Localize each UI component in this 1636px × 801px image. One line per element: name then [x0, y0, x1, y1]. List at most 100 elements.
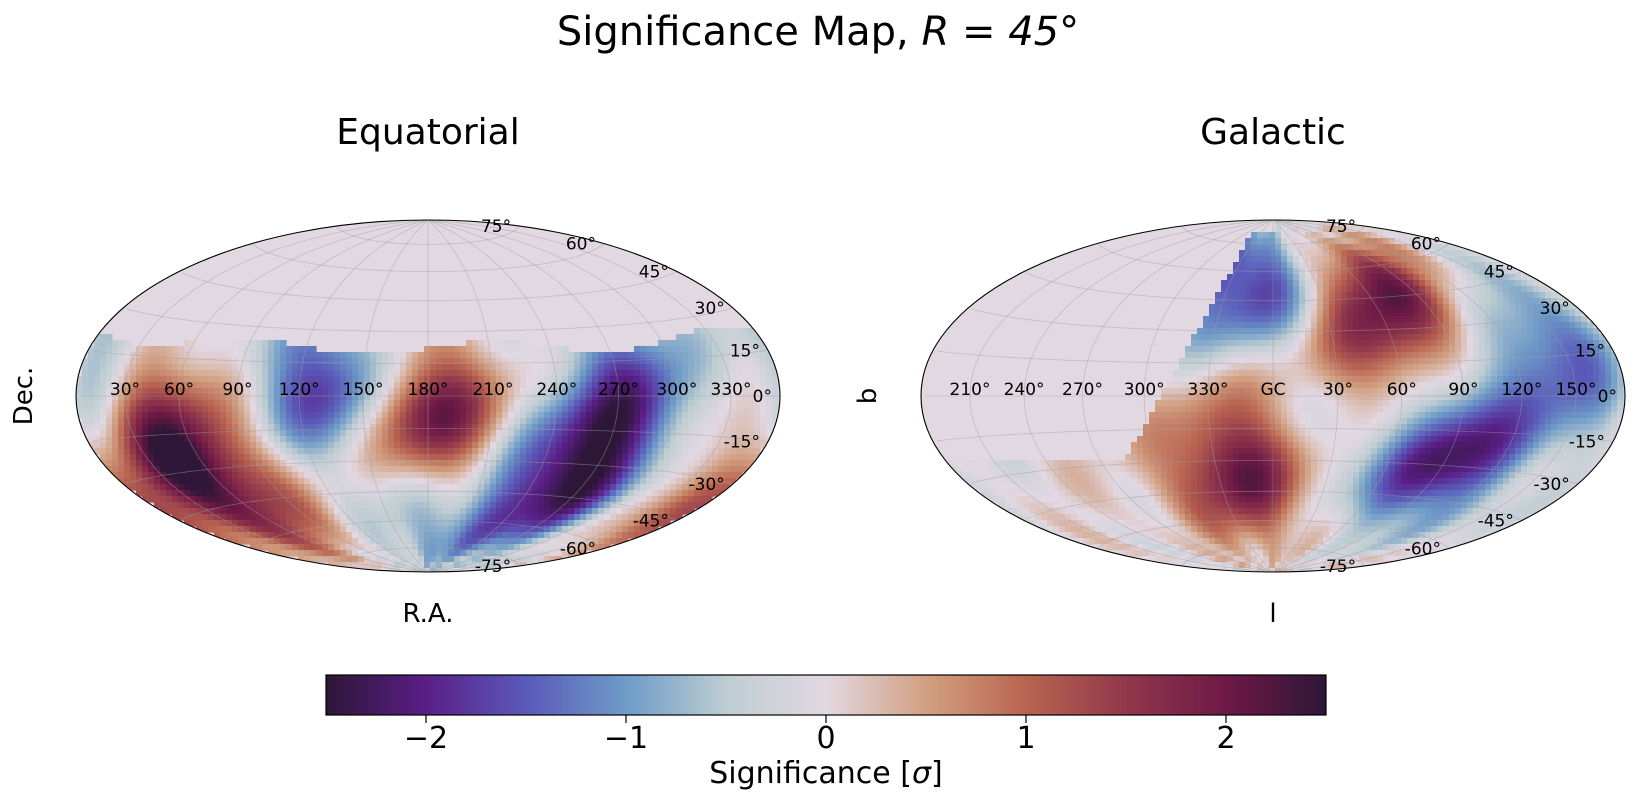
- heat-cell: [262, 400, 269, 407]
- heat-cell: [1533, 316, 1540, 323]
- heat-cell: [616, 352, 623, 359]
- heat-cell: [226, 454, 233, 461]
- heat-cell: [118, 358, 125, 365]
- heat-cell: [1581, 328, 1588, 335]
- heat-cell: [226, 412, 233, 419]
- heat-cell: [580, 490, 587, 497]
- heat-cell: [484, 346, 491, 353]
- heat-cell: [118, 400, 125, 407]
- heat-cell: [232, 406, 239, 413]
- heat-cell: [556, 466, 563, 473]
- heat-cell: [1455, 244, 1462, 251]
- heat-cell: [718, 400, 725, 407]
- heat-cell: [202, 454, 209, 461]
- heat-cell: [346, 430, 353, 437]
- heat-cell: [496, 382, 503, 389]
- heat-cell: [568, 418, 575, 425]
- heat-cell: [736, 352, 743, 359]
- heat-cell: [574, 400, 581, 407]
- heat-cell: [250, 460, 257, 467]
- heat-cell: [208, 478, 215, 485]
- heat-cell: [424, 508, 431, 515]
- heat-cell: [136, 424, 143, 431]
- heat-cell: [538, 364, 545, 371]
- heat-cell: [760, 388, 767, 395]
- heat-cell: [526, 430, 533, 437]
- heat-cell: [406, 532, 413, 539]
- heat-cell: [1395, 292, 1402, 299]
- heat-cell: [172, 484, 179, 491]
- heat-cell: [1209, 322, 1216, 329]
- heat-cell: [1473, 298, 1480, 305]
- heat-cell: [562, 370, 569, 377]
- heat-cell: [1551, 298, 1558, 305]
- heat-cell: [1299, 256, 1306, 263]
- heat-cell: [748, 352, 755, 359]
- heat-cell: [502, 412, 509, 419]
- heat-cell: [718, 370, 725, 377]
- heat-cell: [586, 352, 593, 359]
- heat-cell: [622, 388, 629, 395]
- heat-cell: [1275, 232, 1282, 239]
- heat-cell: [502, 400, 509, 407]
- heat-cell: [202, 496, 209, 503]
- heat-cell: [304, 478, 311, 485]
- heat-cell: [436, 346, 443, 353]
- heat-cell: [340, 550, 347, 557]
- heat-cell: [682, 436, 689, 443]
- heat-cell: [1377, 304, 1384, 311]
- heat-cell: [1245, 298, 1252, 305]
- heat-cell: [250, 340, 257, 347]
- heat-cell: [100, 346, 107, 353]
- heat-cell: [1401, 268, 1408, 275]
- heat-cell: [346, 388, 353, 395]
- heat-cell: [364, 430, 371, 437]
- heat-cell: [256, 376, 263, 383]
- heat-cell: [676, 394, 683, 401]
- heat-cell: [466, 502, 473, 509]
- heat-cell: [550, 484, 557, 491]
- heat-cell: [562, 430, 569, 437]
- heat-cell: [652, 460, 659, 467]
- heat-cell: [226, 442, 233, 449]
- heat-cell: [244, 478, 251, 485]
- heat-cell: [574, 544, 581, 551]
- heat-cell: [694, 466, 701, 473]
- heat-cell: [442, 496, 449, 503]
- heat-cell: [1419, 268, 1426, 275]
- heat-cell: [352, 454, 359, 461]
- heat-cell: [214, 490, 221, 497]
- heat-cell: [1419, 328, 1426, 335]
- heat-cell: [406, 514, 413, 521]
- heat-cell: [622, 436, 629, 443]
- heat-cell: [538, 430, 545, 437]
- heat-cell: [298, 556, 305, 563]
- heat-cell: [1305, 358, 1312, 365]
- heat-cell: [334, 424, 341, 431]
- heat-cell: [256, 412, 263, 419]
- heat-cell: [1503, 262, 1510, 269]
- heat-cell: [736, 382, 743, 389]
- heat-cell: [190, 346, 197, 353]
- heat-cell: [520, 508, 527, 515]
- heat-cell: [736, 388, 743, 395]
- heat-cell: [490, 502, 497, 509]
- heat-cell: [730, 454, 737, 461]
- heat-cell: [496, 478, 503, 485]
- heat-cell: [286, 406, 293, 413]
- heat-cell: [1383, 298, 1390, 305]
- heat-cell: [514, 454, 521, 461]
- heat-cell: [1515, 352, 1522, 359]
- heat-cell: [748, 376, 755, 383]
- heat-cell: [214, 532, 221, 539]
- heat-cell: [640, 424, 647, 431]
- heat-cell: [346, 550, 353, 557]
- heat-cell: [112, 346, 119, 353]
- heat-cell: [586, 370, 593, 377]
- heat-cell: [1233, 304, 1240, 311]
- heat-cell: [634, 382, 641, 389]
- heat-cell: [226, 382, 233, 389]
- heat-cell: [682, 478, 689, 485]
- heat-cell: [418, 400, 425, 407]
- heat-cell: [310, 394, 317, 401]
